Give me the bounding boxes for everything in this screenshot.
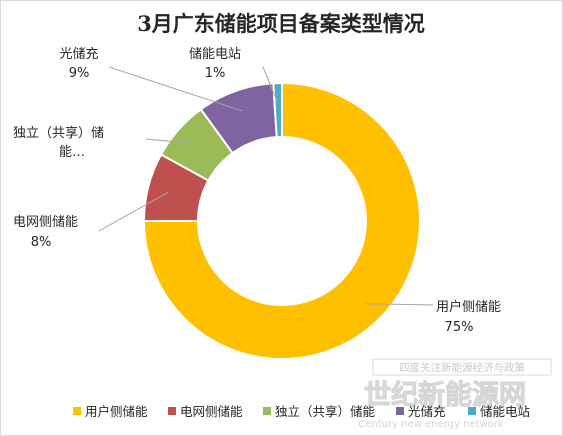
leader-line-station bbox=[262, 66, 279, 105]
watermark: 四度关注新能源经济与政策 世纪新能源网 Century new energy n… bbox=[358, 358, 552, 430]
data-label-name-independent: 独立（共享）储能… bbox=[13, 125, 104, 160]
data-label-name-solar-storage: 光储充 bbox=[59, 46, 98, 62]
legend-swatch-grid-side bbox=[168, 407, 176, 415]
legend-swatch-user-side bbox=[73, 407, 81, 415]
leader-line-solar-storage bbox=[108, 66, 243, 112]
legend-swatch-station bbox=[468, 407, 476, 415]
watermark-sub: Century new energy network bbox=[358, 419, 504, 430]
leader-line-independent bbox=[145, 138, 195, 145]
watermark-main: 世纪新能源网 bbox=[364, 379, 526, 411]
legend: 用户侧储能 电网侧储能 独立（共享）储能 光储充 储能电站 bbox=[73, 404, 530, 419]
slice-user-side bbox=[142, 81, 421, 360]
data-label-name-station: 储能电站 bbox=[189, 47, 241, 62]
donut-slices bbox=[142, 81, 421, 360]
data-label-name-grid-side: 电网侧储能 bbox=[13, 215, 78, 230]
legend-swatch-solar-storage bbox=[396, 407, 404, 415]
leader-line-user-side bbox=[364, 303, 434, 306]
data-label-value-grid-side: 8% bbox=[31, 235, 52, 250]
chart-title: 3月广东储能项目备案类型情况 bbox=[137, 11, 425, 36]
legend-label-independent: 独立（共享）储能 bbox=[275, 404, 376, 419]
leader-line-grid-side bbox=[98, 191, 169, 232]
data-label-value-user-side: 75% bbox=[445, 320, 474, 335]
data-label-value-station: 1% bbox=[205, 66, 226, 81]
legend-label-user-side: 用户侧储能 bbox=[85, 404, 148, 419]
data-label-name-user-side: 用户侧储能 bbox=[436, 299, 501, 315]
leader-lines bbox=[98, 66, 434, 306]
legend-label-solar-storage: 光储充 bbox=[408, 404, 446, 419]
legend-swatch-independent bbox=[263, 407, 271, 415]
legend-label-grid-side: 电网侧储能 bbox=[180, 404, 243, 419]
data-label-value-solar-storage: 9% bbox=[69, 66, 90, 81]
legend-label-station: 储能电站 bbox=[480, 404, 530, 419]
watermark-top: 四度关注新能源经济与政策 bbox=[399, 361, 525, 374]
